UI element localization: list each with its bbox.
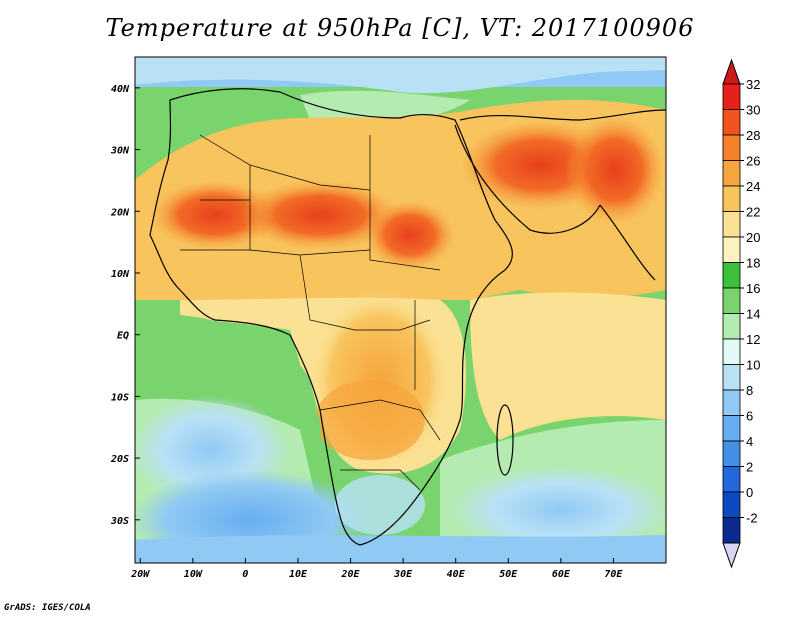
- colorbar-label: 32: [746, 77, 760, 92]
- west-sahara-hot-core: [150, 180, 280, 250]
- southern-warm-core: [315, 380, 425, 460]
- colorbar-segment: [722, 109, 741, 136]
- lat-tick-label: 10S: [111, 392, 129, 403]
- colorbar-segment: [722, 389, 741, 416]
- colorbar-label: 0: [746, 485, 753, 500]
- india-hot-core: [565, 115, 665, 225]
- lon-tick-label: 10W: [184, 569, 203, 580]
- colorbar-label: 28: [746, 128, 760, 143]
- colorbar-segment: [722, 440, 741, 467]
- colorbar-label: 12: [746, 332, 760, 347]
- colorbar-label: 6: [746, 409, 753, 424]
- latitude-axis: 40N 30N 20N 10N EQ 10S 20S 30S: [110, 84, 140, 527]
- colorbar-segment: [722, 211, 741, 238]
- plot-frame: [134, 56, 667, 564]
- colorbar-segment: [722, 262, 741, 289]
- colorbar-label: 22: [746, 205, 760, 220]
- southern-blue-band: [135, 535, 666, 563]
- south-indian-cool: [450, 465, 666, 555]
- lon-tick-label: 60E: [552, 569, 571, 580]
- colorbar-label: 26: [746, 154, 760, 169]
- colorbar-min-triangle: [722, 542, 741, 569]
- lon-tick-label: 10E: [289, 569, 308, 580]
- lon-tick-label: 70E: [604, 569, 623, 580]
- colorbar-segment: [722, 236, 741, 263]
- country-borders: [180, 134, 441, 491]
- colorbar-max-triangle: [722, 58, 741, 85]
- colorbar-segment: [722, 160, 741, 187]
- colorbar-segment: [722, 287, 741, 314]
- longitude-axis: 20W 10W 0 10E 20E 30E 40E 50E 60E 70E: [130, 558, 623, 580]
- colorbar-label: 20: [746, 230, 760, 245]
- south-africa-cool: [335, 475, 425, 535]
- lon-tick-label: 20E: [341, 569, 361, 580]
- colorbar-label: -2: [746, 511, 758, 526]
- coastline: [149, 88, 666, 546]
- colorbar-label: 18: [746, 256, 760, 271]
- temperature-field: [135, 57, 666, 563]
- colorbar-label: 24: [746, 179, 760, 194]
- colorbar-segment: [722, 517, 741, 544]
- colorbar-label: 30: [746, 103, 760, 118]
- lat-tick-label: EQ: [117, 331, 129, 342]
- indian-ocean-warm: [470, 292, 666, 440]
- lon-tick-label: 40E: [447, 569, 466, 580]
- colorbar-label: 16: [746, 281, 760, 296]
- north-light-band: [135, 57, 666, 94]
- colorbar-segment: [722, 313, 741, 340]
- lat-tick-label: 20S: [110, 454, 129, 465]
- colorbar-label: 2: [746, 460, 753, 475]
- colorbar-label: 14: [746, 307, 760, 322]
- sudan-hot-core: [365, 200, 455, 270]
- map-title: Temperature at 950hPa [C], VT: 201710090…: [105, 14, 695, 42]
- colorbar-segment: [722, 364, 741, 391]
- colorbar-segment: [722, 466, 741, 493]
- colorbar-label: 4: [746, 434, 753, 449]
- credit-text: GrADS: IGES/COLA: [4, 603, 91, 613]
- lon-tick-label: 50E: [499, 569, 518, 580]
- colorbar-label: 8: [746, 383, 753, 398]
- colorbar-label: 10: [746, 358, 760, 373]
- lon-tick-label: 0: [242, 569, 248, 580]
- lon-tick-label: 20W: [130, 569, 150, 580]
- lat-tick-label: 10N: [111, 269, 130, 280]
- lat-tick-label: 40N: [111, 84, 130, 95]
- lat-tick-label: 30N: [110, 146, 130, 157]
- colorbar-segment: [722, 134, 741, 161]
- colorbar-segment: [722, 491, 741, 518]
- colorbar-segment: [722, 185, 741, 212]
- colorbar-segment: [722, 338, 741, 365]
- lat-tick-label: 30S: [110, 516, 129, 527]
- colorbar-segment: [722, 83, 741, 110]
- lat-tick-label: 20N: [110, 207, 130, 218]
- lon-tick-label: 30E: [393, 569, 413, 580]
- central-sahara-hot-core: [240, 180, 400, 250]
- colorbar-segment: [722, 415, 741, 442]
